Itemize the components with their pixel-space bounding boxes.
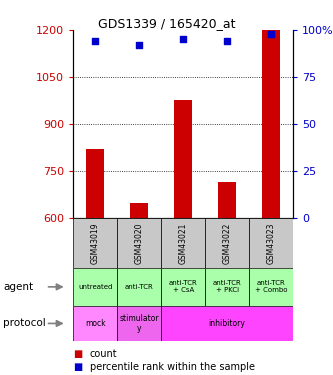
Bar bbox=[87, 149, 104, 217]
Text: stimulator
y: stimulator y bbox=[120, 314, 159, 333]
Bar bbox=[117, 306, 161, 341]
Text: GSM43021: GSM43021 bbox=[178, 222, 188, 264]
Bar bbox=[205, 268, 249, 306]
Bar bbox=[73, 306, 117, 341]
Bar bbox=[161, 306, 293, 341]
Bar bbox=[161, 217, 205, 268]
Text: GSM43020: GSM43020 bbox=[135, 222, 144, 264]
Text: ■: ■ bbox=[73, 350, 83, 359]
Text: anti-TCR
+ Combo: anti-TCR + Combo bbox=[255, 280, 287, 293]
Point bbox=[224, 38, 230, 44]
Bar bbox=[249, 217, 293, 268]
Text: anti-TCR
+ CsA: anti-TCR + CsA bbox=[169, 280, 197, 293]
Text: anti-TCR: anti-TCR bbox=[125, 284, 154, 290]
Text: untreated: untreated bbox=[78, 284, 113, 290]
Text: anti-TCR
+ PKCi: anti-TCR + PKCi bbox=[213, 280, 241, 293]
Text: agent: agent bbox=[3, 282, 33, 292]
Point bbox=[93, 38, 98, 44]
Bar bbox=[205, 217, 249, 268]
Point bbox=[137, 42, 142, 48]
Text: GSM43022: GSM43022 bbox=[222, 222, 232, 264]
Text: mock: mock bbox=[85, 319, 106, 328]
Bar bbox=[218, 182, 236, 218]
Bar bbox=[117, 217, 161, 268]
Text: GDS1339 / 165420_at: GDS1339 / 165420_at bbox=[98, 17, 235, 30]
Bar bbox=[174, 100, 192, 218]
Point bbox=[268, 31, 274, 37]
Bar bbox=[131, 203, 148, 217]
Text: GSM43019: GSM43019 bbox=[91, 222, 100, 264]
Text: ■: ■ bbox=[73, 362, 83, 372]
Text: inhibitory: inhibitory bbox=[209, 319, 245, 328]
Point bbox=[180, 36, 186, 42]
Bar bbox=[73, 217, 117, 268]
Text: percentile rank within the sample: percentile rank within the sample bbox=[90, 362, 255, 372]
Bar bbox=[161, 268, 205, 306]
Text: protocol: protocol bbox=[3, 318, 46, 328]
Bar bbox=[262, 30, 280, 217]
Bar bbox=[249, 268, 293, 306]
Text: count: count bbox=[90, 350, 118, 359]
Bar bbox=[73, 268, 117, 306]
Text: GSM43023: GSM43023 bbox=[266, 222, 276, 264]
Bar bbox=[117, 268, 161, 306]
